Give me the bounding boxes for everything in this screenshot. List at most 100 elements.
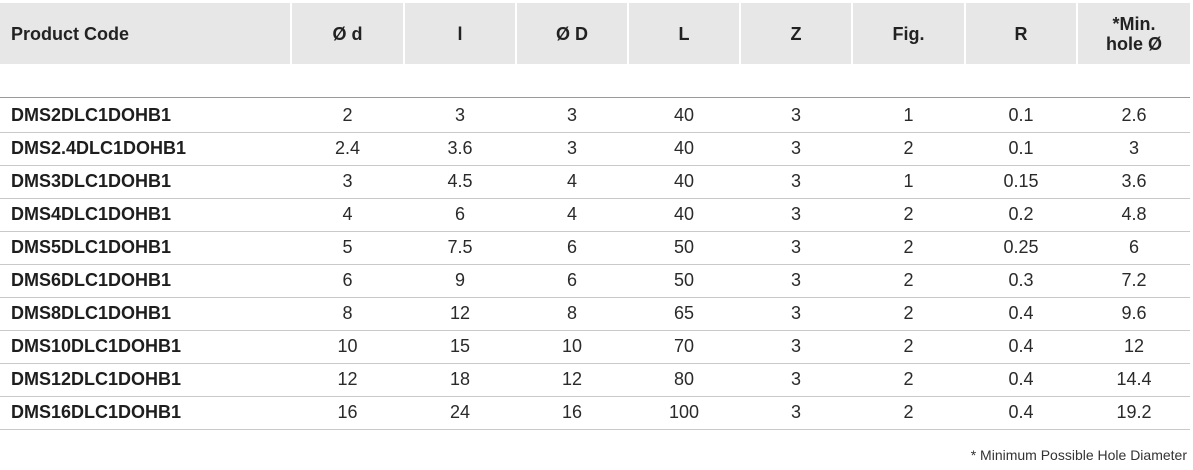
- large-diameter-cell: 3: [566, 105, 577, 125]
- header-flutes: Z: [741, 3, 851, 64]
- radius-cell: 0.3: [1008, 270, 1034, 290]
- length-l-cell: 4.5: [447, 171, 473, 191]
- large-diameter-cell: 12: [561, 369, 583, 389]
- large-diameter-cell: 6: [566, 237, 577, 257]
- flutes-cell: 3: [790, 336, 801, 356]
- product-code-cell: DMS16DLC1DOHB1: [11, 402, 182, 422]
- radius-cell: 0.2: [1008, 204, 1034, 224]
- header-length-l: l: [405, 3, 515, 64]
- product-code-cell: DMS12DLC1DOHB1: [11, 369, 182, 389]
- radius-cell: 0.4: [1008, 303, 1034, 323]
- radius-cell: 0.4: [1008, 402, 1034, 422]
- small-diameter-cell: 6: [342, 270, 353, 290]
- overall-length-cell: 50: [673, 237, 695, 257]
- table-row: DMS5DLC1DOHB1 5 7.5 6 50 3 2 0.25 6: [0, 231, 1190, 265]
- min-hole-cell: 12: [1123, 336, 1145, 356]
- header-small-diameter: Ø d: [292, 3, 403, 64]
- min-hole-cell: 9.6: [1121, 303, 1147, 323]
- large-diameter-cell: 10: [561, 336, 583, 356]
- table-row: DMS2DLC1DOHB1 2 3 3 40 3 1 0.1 2.6: [0, 99, 1190, 133]
- length-l-cell: 3.6: [447, 138, 473, 158]
- figure-cell: 2: [903, 204, 914, 224]
- large-diameter-cell: 8: [566, 303, 577, 323]
- small-diameter-cell: 16: [337, 402, 358, 422]
- length-l-cell: 24: [449, 402, 471, 422]
- figure-cell: 2: [903, 270, 914, 290]
- small-diameter-cell: 2: [342, 105, 353, 125]
- header-figure: Fig.: [853, 3, 964, 64]
- small-diameter-cell: 12: [337, 369, 358, 389]
- table-row: DMS16DLC1DOHB1 16 24 16 100 3 2 0.4 19.2: [0, 396, 1190, 430]
- header-radius: R: [966, 3, 1076, 64]
- figure-cell: 1: [903, 105, 914, 125]
- figure-cell: 1: [903, 171, 914, 191]
- length-l-cell: 3: [454, 105, 465, 125]
- figure-cell: 2: [903, 402, 914, 422]
- flutes-cell: 3: [790, 402, 801, 422]
- small-diameter-cell: 10: [337, 336, 358, 356]
- large-diameter-cell: 6: [566, 270, 577, 290]
- table-row: DMS3DLC1DOHB1 3 4.5 4 40 3 1 0.15 3.6: [0, 165, 1190, 199]
- min-hole-cell: 6: [1128, 237, 1139, 257]
- header-overall-length: L: [629, 3, 739, 64]
- flutes-cell: 3: [790, 204, 801, 224]
- product-code-cell: DMS2.4DLC1DOHB1: [11, 138, 187, 158]
- flutes-cell: 3: [790, 138, 801, 158]
- overall-length-cell: 65: [673, 303, 695, 323]
- small-diameter-cell: 8: [342, 303, 353, 323]
- flutes-cell: 3: [790, 270, 801, 290]
- min-hole-cell: 14.4: [1116, 369, 1152, 389]
- large-diameter-cell: 4: [566, 204, 577, 224]
- figure-cell: 2: [903, 336, 914, 356]
- min-hole-cell: 7.2: [1121, 270, 1147, 290]
- radius-cell: 0.1: [1008, 138, 1034, 158]
- table-row: DMS2.4DLC1DOHB1 2.4 3.6 3 40 3 2 0.1 3: [0, 132, 1190, 166]
- small-diameter-cell: 2.4: [334, 138, 361, 158]
- overall-length-cell: 70: [673, 336, 695, 356]
- product-code-cell: DMS4DLC1DOHB1: [11, 204, 172, 224]
- overall-length-cell: 40: [673, 105, 695, 125]
- min-hole-cell: 3: [1128, 138, 1139, 158]
- header-divider: [0, 97, 1190, 98]
- radius-cell: 0.4: [1008, 336, 1034, 356]
- figure-cell: 2: [903, 138, 914, 158]
- product-code-cell: DMS10DLC1DOHB1: [11, 336, 182, 356]
- table-row: DMS12DLC1DOHB1 12 18 12 80 3 2 0.4 14.4: [0, 363, 1190, 397]
- large-diameter-cell: 3: [566, 138, 577, 158]
- length-l-cell: 6: [454, 204, 465, 224]
- header-min-hole: *Min. hole Ø: [1078, 3, 1190, 64]
- length-l-cell: 7.5: [447, 237, 473, 257]
- large-diameter-cell: 4: [566, 171, 577, 191]
- overall-length-cell: 40: [673, 171, 695, 191]
- flutes-cell: 3: [790, 105, 801, 125]
- radius-cell: 0.15: [1003, 171, 1039, 191]
- large-diameter-cell: 16: [561, 402, 583, 422]
- table-row: DMS10DLC1DOHB1 10 15 10 70 3 2 0.4 12: [0, 330, 1190, 364]
- product-code-cell: DMS2DLC1DOHB1: [11, 105, 172, 125]
- header-large-diameter: Ø D: [517, 3, 627, 64]
- product-code-cell: DMS3DLC1DOHB1: [11, 171, 172, 191]
- overall-length-cell: 100: [668, 402, 700, 422]
- length-l-cell: 18: [449, 369, 471, 389]
- flutes-cell: 3: [790, 237, 801, 257]
- flutes-cell: 3: [790, 369, 801, 389]
- overall-length-cell: 80: [673, 369, 695, 389]
- small-diameter-cell: 5: [342, 237, 353, 257]
- product-code-cell: DMS8DLC1DOHB1: [11, 303, 172, 323]
- product-code-cell: DMS5DLC1DOHB1: [11, 237, 172, 257]
- min-hole-cell: 19.2: [1116, 402, 1152, 422]
- overall-length-cell: 40: [673, 204, 695, 224]
- small-diameter-cell: 3: [342, 171, 353, 191]
- table-header-row: Product Code Ø d l Ø D L Z Fig. R *Min. …: [0, 3, 1193, 64]
- radius-cell: 0.1: [1008, 105, 1034, 125]
- flutes-cell: 3: [790, 303, 801, 323]
- figure-cell: 2: [903, 369, 914, 389]
- min-hole-cell: 2.6: [1121, 105, 1147, 125]
- footnote: * Minimum Possible Hole Diameter: [970, 447, 1187, 463]
- product-code-cell: DMS6DLC1DOHB1: [11, 270, 172, 290]
- length-l-cell: 9: [454, 270, 465, 290]
- figure-cell: 2: [903, 237, 914, 257]
- figure-cell: 2: [903, 303, 914, 323]
- length-l-cell: 12: [449, 303, 471, 323]
- overall-length-cell: 40: [673, 138, 695, 158]
